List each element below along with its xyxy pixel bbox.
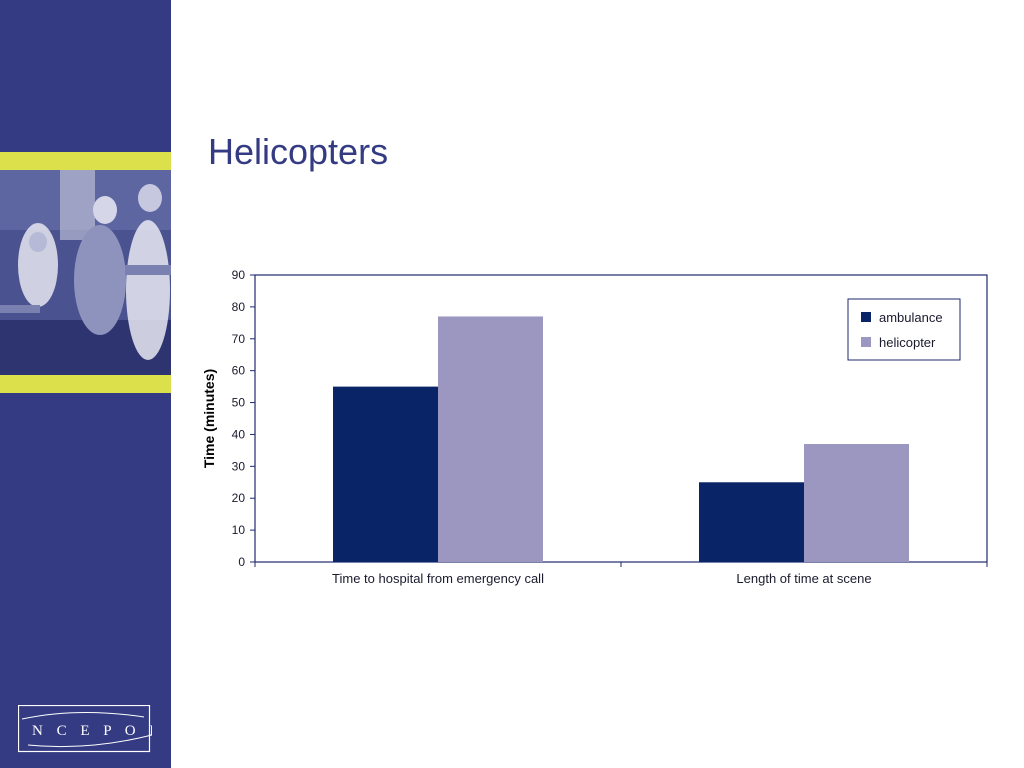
sidebar-accent-stripe-bottom (0, 375, 171, 393)
y-tick-label: 10 (232, 523, 246, 537)
bar-helicopter-1 (804, 444, 909, 562)
slide-title: Helicopters (208, 131, 389, 172)
legend-swatch-ambulance (861, 312, 871, 322)
ncepod-logo: N C E P O D (18, 705, 152, 753)
paramedics-photo (0, 170, 171, 375)
y-tick-label: 30 (232, 459, 246, 473)
legend-label-helicopter: helicopter (879, 335, 936, 350)
y-tick-label: 60 (232, 364, 246, 378)
svg-text:N C E P O D: N C E P O D (32, 723, 152, 739)
y-axis-label: Time (minutes) (201, 369, 217, 468)
y-tick-label: 40 (232, 427, 246, 441)
y-tick-label: 70 (232, 332, 246, 346)
x-category-label: Time to hospital from emergency call (332, 571, 544, 586)
x-category-label: Length of time at scene (736, 571, 871, 586)
bar-helicopter-0 (438, 316, 543, 562)
y-tick-label: 0 (238, 555, 245, 569)
y-tick-label: 80 (232, 300, 246, 314)
bar-chart: 0 10 20 30 40 50 60 70 80 90 Time (minutes) Time to… (201, 268, 988, 586)
bar-ambulance-1 (699, 482, 804, 562)
legend-label-ambulance: ambulance (879, 310, 943, 325)
bar-ambulance-0 (333, 386, 438, 562)
sidebar-accent-stripe-top (0, 152, 171, 170)
y-tick-label: 20 (232, 491, 246, 505)
legend-swatch-helicopter (861, 337, 871, 347)
legend-box (847, 298, 961, 361)
y-tick-label: 90 (232, 268, 246, 282)
y-tick-label: 50 (232, 396, 246, 410)
